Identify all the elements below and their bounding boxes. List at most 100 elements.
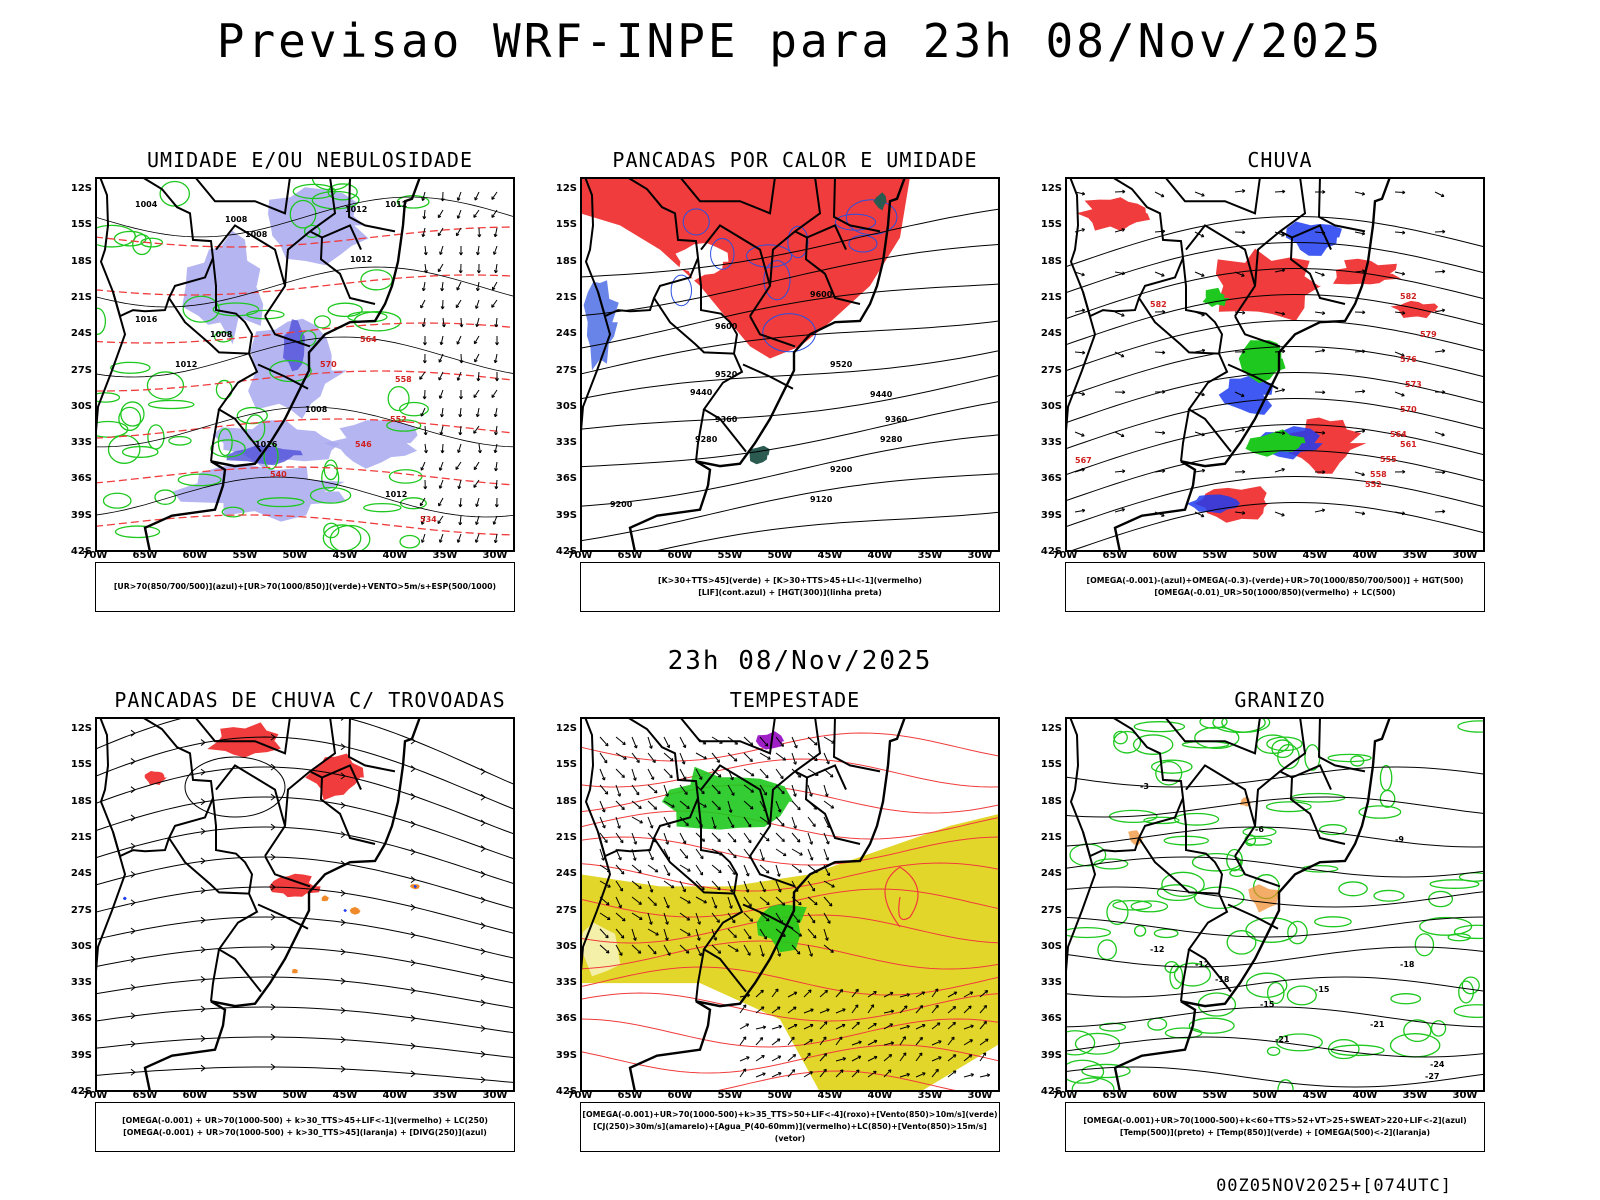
lat-tick-label: 27S [70,904,92,916]
country-border [1185,764,1256,827]
country-border [806,224,847,251]
lat-tick-label: 39S [555,1049,577,1061]
country-border [1291,764,1332,791]
lat-tick-label: 21S [555,831,577,843]
contour-label: -3 [1140,782,1149,791]
lat-tick-label: 18S [555,255,577,267]
country-border [1138,257,1224,355]
contour-label: 552 [1365,480,1382,489]
map-frame [95,177,515,552]
lat-tick-label: 39S [1040,1049,1062,1061]
contour-label: 1012 [385,490,407,499]
lat-tick-label: 12S [70,723,92,735]
contour-label: 9440 [690,388,713,397]
lat-tick-label: 21S [1040,291,1062,303]
legend-line: [OMEGA(-0.001)+UR>70(1000-500)+k>35_TTS>… [582,1110,998,1119]
contour-label: -9 [1395,835,1404,844]
lon-tick-label: 45W [817,1090,843,1101]
lon-tick-label: 70W [1052,550,1078,561]
country-border [257,903,309,930]
contour-label: 9120 [810,495,833,504]
lon-tick-label: 30W [1452,1090,1478,1101]
lat-tick-label: 33S [1040,437,1062,449]
country-border [1187,893,1232,993]
legend-line: [UR>70(850/700/500)](azul)+[UR>70(1000/8… [113,582,497,591]
contour-label: 567 [1075,456,1092,465]
country-border [1234,177,1307,317]
country-border [702,893,747,993]
country-border [194,177,291,215]
lon-tick-label: 55W [717,550,743,561]
panel-legend: [OMEGA(-0.001)+UR>70(1000-500)+k<60+TTS>… [1065,1102,1485,1152]
lon-tick-label: 40W [382,550,408,561]
lon-tick-label: 60W [667,1090,693,1101]
country-border [1317,177,1366,233]
lon-tick-label: 55W [1202,1090,1228,1101]
lon-tick-label: 50W [767,1090,793,1101]
country-border [264,717,337,857]
lat-tick-label: 27S [555,364,577,376]
map-canvas [580,717,1000,1092]
map-canvas: 1004 1008 1008 1012 1012 1012 1016 1016 1012 1008… [95,177,515,552]
forecast-map [580,717,1000,1092]
lon-tick-label: 40W [1352,550,1378,561]
lat-tick-label: 24S [1040,868,1062,880]
contour-label: 9360 [885,415,908,424]
lon-tick-label: 70W [567,1090,593,1101]
map-canvas: -3 -6 -9 -12 -12 -15 -15 -18 -18 -21 -21 -24 -27 [1065,717,1485,1092]
lat-tick-label: 36S [555,1013,577,1025]
panel-granizo: GRANIZO 12S 15S 18S 21S 24S 27S 30S 33S 36S 39S 42S… [1020,688,1540,1158]
country-border [749,177,822,317]
country-border [215,764,286,827]
lat-tick-label: 21S [70,831,92,843]
contour-label: 1012 [385,200,407,209]
lat-tick-label: 21S [70,291,92,303]
contour-label: 546 [355,440,372,449]
lat-tick-label: 30S [1040,940,1062,952]
coastline [95,177,422,552]
contour-label: 9280 [880,435,903,444]
lat-tick-label: 42S [70,546,92,557]
lon-tick-label: 60W [667,550,693,561]
contour-label: 9440 [870,390,893,399]
lat-tick-label: 30S [555,940,577,952]
forecast-map: -3 -6 -9 -12 -12 -15 -15 -18 -18 -21 -21 -24 -27 [1065,717,1485,1092]
country-border [1234,855,1281,888]
lat-tick-label: 21S [555,291,577,303]
country-border [806,764,847,791]
lon-tick-label: 45W [332,550,358,561]
lon-tick-label: 30W [967,1090,993,1101]
lat-tick-label: 36S [70,1013,92,1025]
lon-tick-label: 65W [132,1090,158,1101]
contour-label: -27 [1425,1072,1439,1081]
lat-tick-label: 18S [555,795,577,807]
lat-tick-label: 33S [555,977,577,989]
country-border [1180,409,1190,462]
map-frame [580,717,1000,1092]
country-border [99,177,215,318]
country-border [1187,353,1232,453]
lat-tick-label: 39S [1040,509,1062,521]
lon-tick-label: 60W [182,1090,208,1101]
lat-tick-label: 42S [1040,546,1062,557]
lat-tick-label: 36S [555,473,577,485]
lon-tick-label: 35W [1402,1090,1428,1101]
lon-tick-label: 45W [332,1090,358,1101]
contour-label: 564 [1390,430,1407,439]
country-border [168,797,254,895]
lon-tick-label: 45W [1302,550,1328,561]
forecast-map: 582 582 579 576 573 570 567 564 561 558 555 552 [1065,177,1485,552]
country-border [264,855,311,888]
lon-tick-label: 50W [282,1090,308,1101]
legend-line: [LIF](cont.azul) + [HGT(300)](linha pret… [698,588,882,597]
country-border [742,903,794,930]
lon-tick-label: 30W [482,550,508,561]
contour-label: 1008 [245,230,268,239]
legend-line: [OMEGA(-0.01)_UR>50(1000/850)(vermelho) … [1154,588,1396,597]
lat-tick-label: 18S [70,255,92,267]
lon-tick-label: 35W [432,550,458,561]
country-border [1164,177,1261,215]
lon-tick-label: 50W [1252,1090,1278,1101]
run-info: 00Z05NOV2025+[074UTC] [1216,1176,1452,1196]
panel-title: PANCADAS DE CHUVA C/ TROVOADAS [114,688,506,712]
